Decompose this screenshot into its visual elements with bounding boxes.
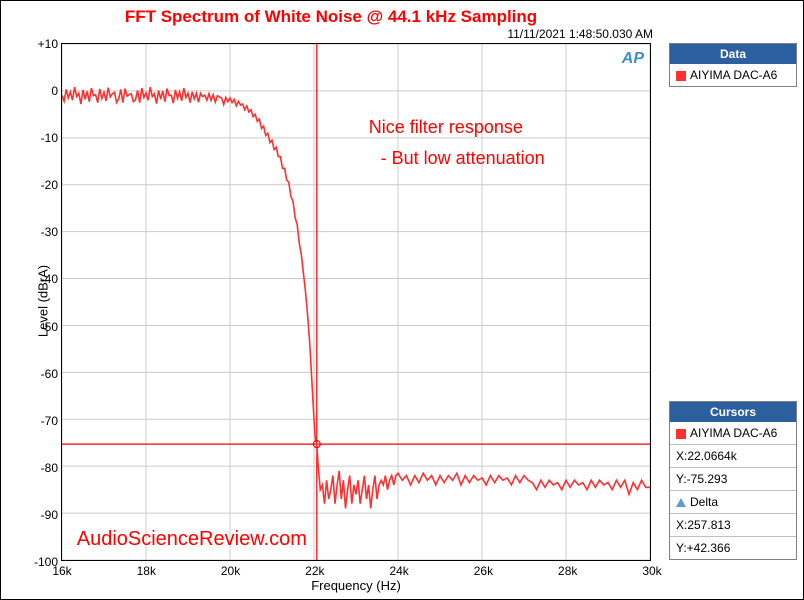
x-tick-label: 28k <box>558 564 577 578</box>
cursors-panel-header: Cursors <box>670 402 796 422</box>
x-tick-label: 24k <box>389 564 408 578</box>
y-tick-label: -90 <box>24 508 58 522</box>
cursor-series-label: AIYIMA DAC-A6 <box>690 426 777 440</box>
y-tick-label: +10 <box>24 37 58 51</box>
cursors-panel: Cursors AIYIMA DAC-A6 X:22.0664k Y:-75.2… <box>669 401 797 560</box>
y-tick-label: -80 <box>24 461 58 475</box>
cursor-y: Y:-75.293 <box>670 468 796 491</box>
plot-area: AP +100-10-20-30-40-50-60-70-80-90-10016… <box>61 43 651 561</box>
cursor-delta-y: Y:+42.366 <box>670 537 796 559</box>
chart-title: FFT Spectrum of White Noise @ 44.1 kHz S… <box>1 7 661 27</box>
x-tick-label: 30k <box>642 564 661 578</box>
data-panel: Data AIYIMA DAC-A6 <box>669 43 797 87</box>
delta-label: Delta <box>690 495 718 509</box>
legend-swatch-icon <box>676 71 686 81</box>
x-tick-label: 16k <box>52 564 71 578</box>
cursor-delta-x: X:257.813 <box>670 514 796 537</box>
delta-icon <box>676 498 686 507</box>
y-tick-label: -30 <box>24 225 58 239</box>
x-tick-label: 20k <box>221 564 240 578</box>
y-tick-label: -20 <box>24 178 58 192</box>
y-tick-label: 0 <box>24 84 58 98</box>
y-tick-label: -10 <box>24 131 58 145</box>
cursor-x: X:22.0664k <box>670 445 796 468</box>
x-tick-label: 26k <box>474 564 493 578</box>
annotation-text: - But low attenuation <box>381 148 545 169</box>
x-axis-label: Frequency (Hz) <box>61 578 651 593</box>
data-panel-header: Data <box>670 44 796 64</box>
y-tick-label: -40 <box>24 272 58 286</box>
legend-item: AIYIMA DAC-A6 <box>670 64 796 86</box>
y-tick-label: -60 <box>24 367 58 381</box>
watermark: AudioScienceReview.com <box>77 528 307 551</box>
timestamp: 11/11/2021 1:48:50.030 AM <box>507 27 653 41</box>
x-tick-label: 22k <box>305 564 324 578</box>
ap-logo: AP <box>622 50 644 68</box>
legend-label: AIYIMA DAC-A6 <box>690 68 777 82</box>
cursor-series: AIYIMA DAC-A6 <box>670 422 796 445</box>
x-tick-label: 18k <box>137 564 156 578</box>
y-tick-label: -70 <box>24 414 58 428</box>
legend-swatch-icon <box>676 429 686 439</box>
cursor-delta: Delta <box>670 491 796 514</box>
annotation-text: Nice filter response <box>369 117 523 138</box>
y-tick-label: -50 <box>24 320 58 334</box>
